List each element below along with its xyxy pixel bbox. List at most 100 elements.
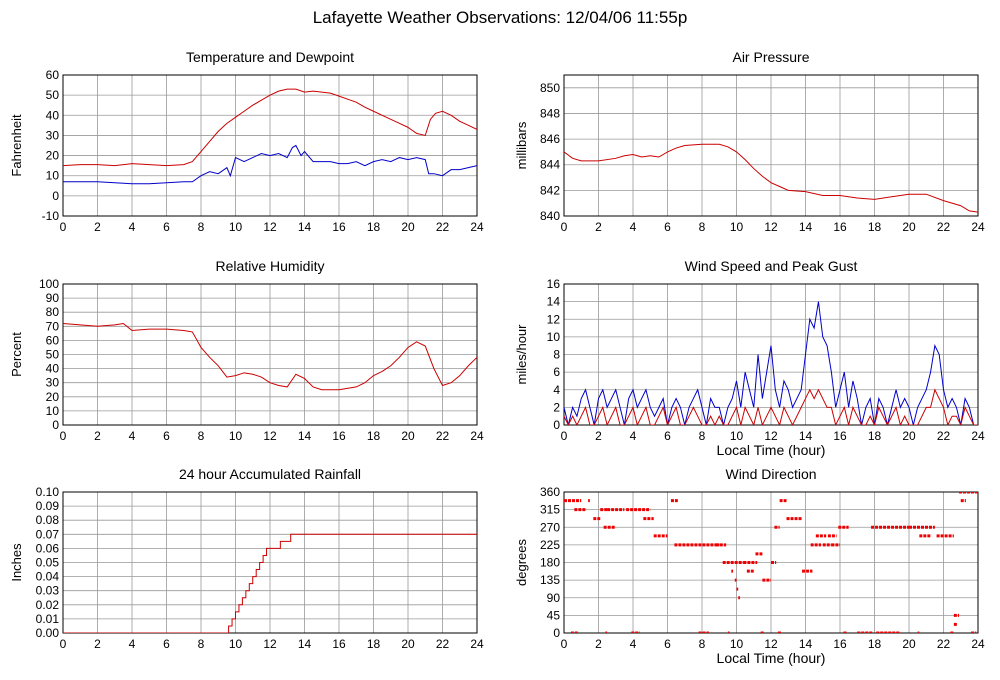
y-tick-label: 40 [46, 362, 60, 376]
x-tick-label: 22 [436, 429, 450, 443]
x-tick-label: 4 [129, 637, 136, 651]
x-tick-label: 18 [868, 220, 882, 234]
y-tick-label: 30 [46, 128, 60, 142]
plot-frame [62, 491, 478, 634]
x-tick-label: 10 [229, 220, 243, 234]
x-tick-label: 10 [730, 429, 744, 443]
x-tick-label: 0 [561, 220, 568, 234]
chart-title: 24 hour Accumulated Rainfall [179, 466, 361, 482]
page-title: Lafayette Weather Observations: 12/04/06… [312, 8, 688, 27]
chart-title: Wind Speed and Peak Gust [685, 258, 858, 274]
x-tick-label: 20 [401, 429, 415, 443]
y-tick-label: 10 [46, 169, 60, 183]
x-axis-label: Local Time (hour) [717, 650, 826, 666]
chart-title: Air Pressure [732, 49, 809, 65]
y-tick-label: 6 [553, 365, 560, 379]
x-tick-label: 24 [470, 220, 484, 234]
x-tick-label: 10 [730, 637, 744, 651]
x-tick-label: 14 [298, 637, 312, 651]
y-tick-label: 8 [553, 348, 560, 362]
x-tick-label: 16 [833, 429, 847, 443]
x-tick-label: 22 [436, 637, 450, 651]
x-tick-label: 6 [163, 429, 170, 443]
y-tick-label: 225 [540, 538, 560, 552]
x-tick-label: 20 [902, 220, 916, 234]
x-tick-label: 0 [561, 429, 568, 443]
x-tick-label: 10 [730, 220, 744, 234]
x-tick-label: 0 [60, 220, 67, 234]
series-line-0 [63, 88, 477, 167]
x-tick-label: 4 [129, 220, 136, 234]
x-tick-label: 10 [229, 637, 243, 651]
y-tick-label: 20 [46, 390, 60, 404]
y-tick-label: 0.00 [36, 626, 60, 640]
x-tick-label: 8 [699, 220, 706, 234]
x-tick-label: 16 [332, 637, 346, 651]
y-tick-label: 10 [547, 330, 561, 344]
y-tick-label: 90 [547, 591, 561, 605]
y-tick-label: 0.09 [36, 499, 60, 513]
x-tick-label: 20 [902, 429, 916, 443]
y-tick-label: 842 [540, 183, 560, 197]
x-tick-label: 6 [664, 429, 671, 443]
chart-title: Relative Humidity [216, 258, 325, 274]
y-tick-label: 40 [46, 108, 60, 122]
y-tick-label: 60 [46, 333, 60, 347]
y-tick-label: 0 [52, 189, 59, 203]
series-line-1 [564, 388, 978, 425]
y-tick-label: 10 [46, 404, 60, 418]
y-tick-label: 0.07 [36, 527, 60, 541]
y-tick-label: 4 [553, 383, 560, 397]
x-tick-label: 18 [367, 429, 381, 443]
x-tick-label: 2 [595, 429, 602, 443]
x-axis-label: Local Time (hour) [717, 442, 826, 458]
x-tick-label: 12 [764, 637, 778, 651]
x-tick-label: 2 [94, 429, 101, 443]
y-tick-label: 0.10 [36, 485, 60, 499]
x-tick-label: 22 [937, 637, 951, 651]
x-tick-label: 16 [332, 429, 346, 443]
x-tick-label: 6 [163, 637, 170, 651]
series-line-0 [564, 301, 978, 425]
x-tick-label: 4 [630, 220, 637, 234]
x-tick-label: 14 [298, 429, 312, 443]
x-tick-label: 8 [198, 637, 205, 651]
x-tick-label: 24 [470, 429, 484, 443]
x-tick-label: 14 [799, 220, 813, 234]
x-tick-label: 18 [868, 429, 882, 443]
y-tick-label: 12 [547, 312, 561, 326]
x-tick-label: 14 [298, 220, 312, 234]
x-tick-label: 0 [60, 429, 67, 443]
x-tick-label: 24 [971, 429, 985, 443]
y-tick-label: 50 [46, 348, 60, 362]
x-tick-label: 16 [332, 220, 346, 234]
y-tick-label: 30 [46, 376, 60, 390]
y-axis-label: Fahrenheit [9, 114, 24, 177]
y-tick-label: 60 [46, 68, 60, 82]
x-tick-label: 20 [401, 637, 415, 651]
y-tick-label: 0.03 [36, 584, 60, 598]
chart-title: Temperature and Dewpoint [186, 49, 354, 65]
x-tick-label: 4 [129, 429, 136, 443]
x-tick-label: 24 [971, 220, 985, 234]
x-tick-label: 12 [263, 220, 277, 234]
x-tick-label: 18 [367, 220, 381, 234]
y-tick-label: 135 [540, 573, 560, 587]
y-tick-label: -10 [42, 209, 60, 223]
x-tick-label: 8 [699, 429, 706, 443]
x-tick-label: 16 [833, 220, 847, 234]
y-tick-label: 0.06 [36, 541, 60, 555]
plot-frame [62, 74, 478, 217]
x-tick-label: 18 [868, 637, 882, 651]
series-line-0 [63, 533, 477, 633]
x-tick-label: 24 [971, 637, 985, 651]
y-tick-label: 90 [46, 291, 60, 305]
y-tick-label: 846 [540, 132, 560, 146]
x-tick-label: 8 [699, 637, 706, 651]
x-tick-label: 4 [630, 637, 637, 651]
x-tick-label: 2 [94, 637, 101, 651]
y-tick-label: 0.05 [36, 556, 60, 570]
